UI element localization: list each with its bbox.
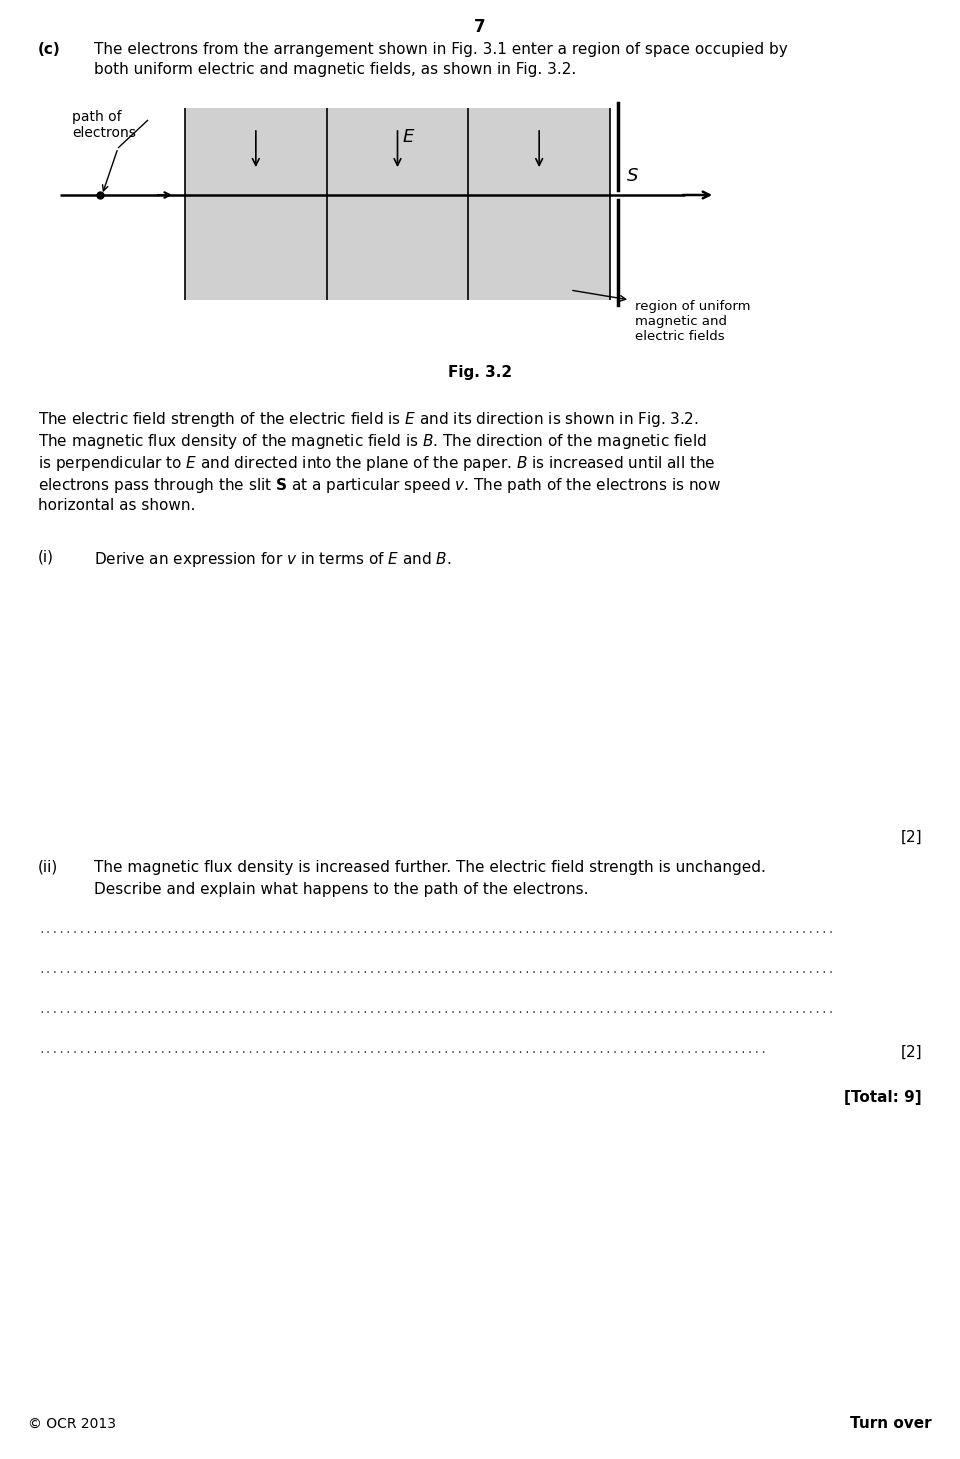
Text: ................................................................................: ........................................… [38, 1005, 834, 1015]
Text: path of
electrons: path of electrons [72, 109, 136, 140]
Text: (ii): (ii) [38, 859, 59, 875]
Text: (i): (i) [38, 550, 54, 565]
Text: Derive an expression for $v$ in terms of $E$ and $B$.: Derive an expression for $v$ in terms of… [94, 550, 451, 569]
Text: ................................................................................: ........................................… [38, 925, 834, 935]
Text: both uniform electric and magnetic fields, as shown in Fig. 3.2.: both uniform electric and magnetic field… [94, 61, 576, 77]
Text: $E$: $E$ [402, 128, 416, 146]
Text: The magnetic flux density is increased further. The electric field strength is u: The magnetic flux density is increased f… [94, 859, 766, 875]
Text: Fig. 3.2: Fig. 3.2 [448, 365, 512, 379]
Text: region of uniform
magnetic and
electric fields: region of uniform magnetic and electric … [635, 301, 751, 343]
Text: [Total: 9]: [Total: 9] [845, 1090, 922, 1104]
Text: [2]: [2] [900, 1045, 922, 1061]
Text: is perpendicular to $E$ and directed into the plane of the paper. $B$ is increas: is perpendicular to $E$ and directed int… [38, 454, 715, 473]
Bar [185, 108, 610, 301]
Text: © OCR 2013: © OCR 2013 [28, 1417, 116, 1431]
Text: Turn over: Turn over [851, 1417, 932, 1431]
Text: The electrons from the arrangement shown in Fig. 3.1 enter a region of space occ: The electrons from the arrangement shown… [94, 42, 788, 57]
Text: electrons pass through the slit $\mathbf{S}$ at a particular speed $v$. The path: electrons pass through the slit $\mathbf… [38, 476, 721, 495]
Text: 7: 7 [474, 18, 486, 36]
Text: [2]: [2] [900, 830, 922, 845]
Text: Describe and explain what happens to the path of the electrons.: Describe and explain what happens to the… [94, 883, 588, 897]
Text: horizontal as shown.: horizontal as shown. [38, 498, 196, 514]
Text: The magnetic flux density of the magnetic field is $B$. The direction of the mag: The magnetic flux density of the magneti… [38, 432, 707, 451]
Text: ................................................................................: ........................................… [38, 1045, 767, 1055]
Text: ................................................................................: ........................................… [38, 964, 834, 975]
Text: (c): (c) [38, 42, 60, 57]
Text: $S$: $S$ [626, 166, 638, 185]
Text: The electric field strength of the electric field is $E$ and its direction is sh: The electric field strength of the elect… [38, 410, 699, 429]
